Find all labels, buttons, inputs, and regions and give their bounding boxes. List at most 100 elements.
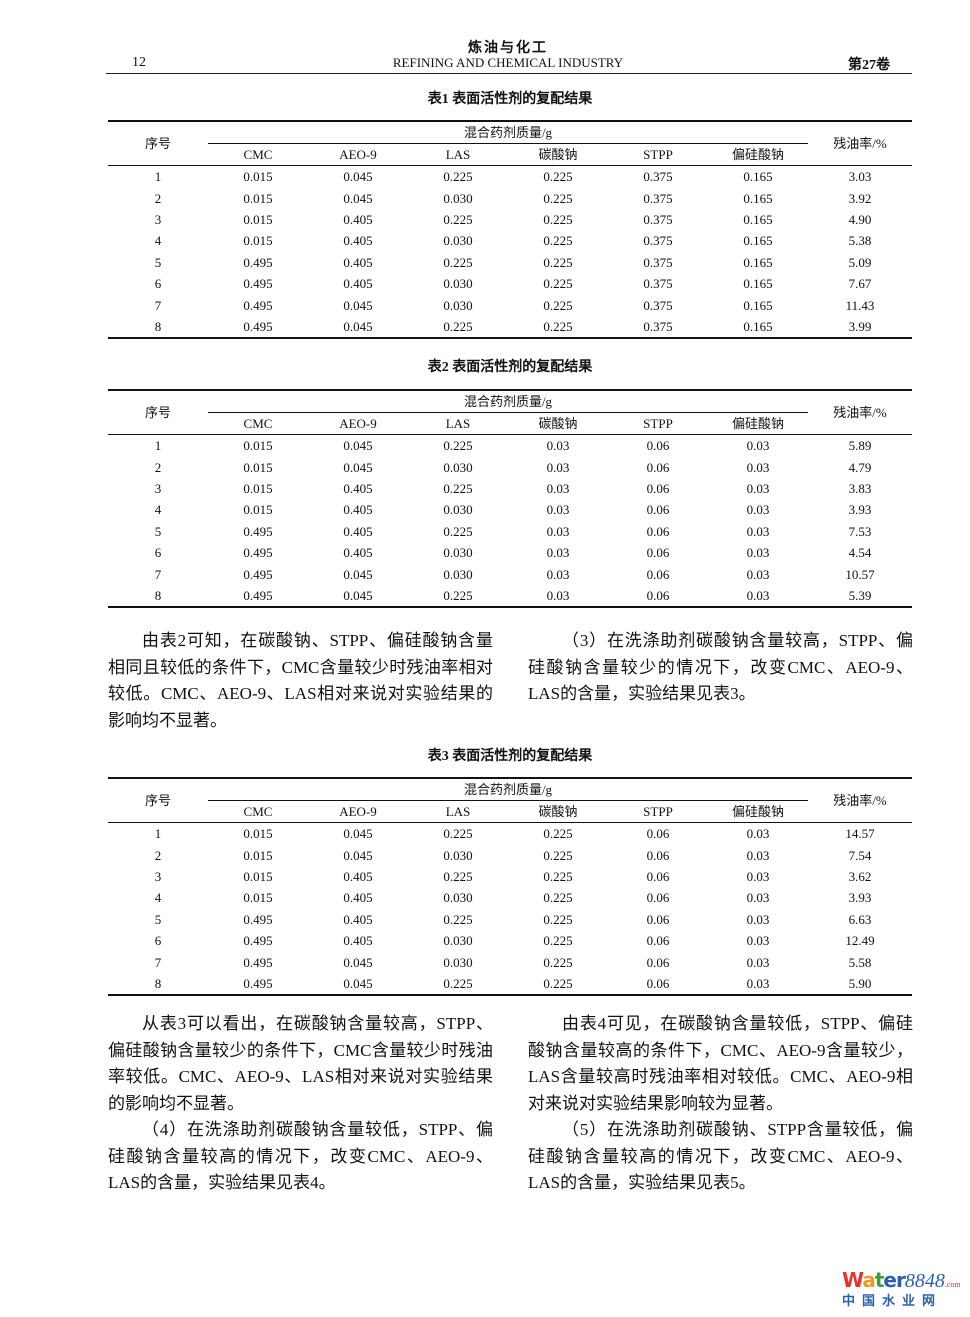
table-cell: 0.03 bbox=[546, 459, 570, 475]
table-cell: 3.93 bbox=[848, 502, 872, 518]
table-2: 序号 混合药剂质量/g 残油率/% CMC AEO-9 LAS 碳酸钠 STPP 偏硅酸钠 1 0.… bbox=[108, 389, 912, 609]
table-cell: 0.03 bbox=[546, 566, 570, 582]
table-cell: 0.03 bbox=[746, 826, 770, 842]
table-cell: 0.165 bbox=[743, 276, 773, 292]
table-row: 4 0.015 0.405 0.030 0.225 0.375 0.165 5.38 bbox=[108, 230, 912, 251]
header-group: 混合药剂质量/g bbox=[208, 778, 808, 801]
table-cell: 7 bbox=[154, 566, 162, 582]
table-cell: 0.045 bbox=[343, 318, 373, 334]
table-cell: 0.165 bbox=[743, 169, 773, 185]
table-cell: 2 bbox=[154, 847, 162, 863]
table-cell: 8 bbox=[154, 587, 162, 603]
table-cell: 0.06 bbox=[646, 480, 670, 496]
table-cell: 7 bbox=[154, 954, 162, 970]
table-cell: 0.03 bbox=[546, 502, 570, 518]
table-cell: 0.015 bbox=[243, 890, 273, 906]
table-cell: 10.57 bbox=[845, 566, 875, 582]
table-cell: 0.03 bbox=[746, 480, 770, 496]
table-cell: 0.03 bbox=[746, 545, 770, 561]
table-cell: 0.225 bbox=[443, 523, 473, 539]
table-row: 7 0.495 0.045 0.030 0.225 0.06 0.03 5.58 bbox=[108, 951, 912, 972]
table-3-caption: 表3 表面活性剂的复配结果 bbox=[427, 749, 593, 764]
table-cell: 0.03 bbox=[746, 954, 770, 970]
table-cell: 0.495 bbox=[243, 523, 273, 539]
table-cell: 5 bbox=[154, 523, 162, 539]
table-cell: 0.045 bbox=[343, 459, 373, 475]
table-cell: 0.225 bbox=[543, 276, 573, 292]
table-cell: 6.63 bbox=[848, 911, 872, 927]
table-cell: 4 bbox=[154, 502, 162, 518]
header-component: AEO-9 bbox=[308, 143, 408, 166]
logo-letter: W bbox=[842, 1268, 863, 1292]
table-cell: 1 bbox=[154, 826, 162, 842]
table-cell: 0.045 bbox=[343, 975, 373, 991]
table-cell: 0.495 bbox=[243, 545, 273, 561]
table-cell: 2 bbox=[154, 190, 162, 206]
table-cell: 0.495 bbox=[243, 297, 273, 313]
table-cell: 0.015 bbox=[243, 480, 273, 496]
header-group: 混合药剂质量/g bbox=[208, 121, 808, 144]
table-cell: 5 bbox=[154, 254, 162, 270]
table-cell: 0.225 bbox=[543, 890, 573, 906]
table-cell: 0.045 bbox=[343, 847, 373, 863]
table-cell: 0.03 bbox=[746, 502, 770, 518]
table-cell: 0.405 bbox=[343, 523, 373, 539]
table-cell: 0.375 bbox=[643, 254, 673, 270]
table-cell: 0.030 bbox=[443, 954, 473, 970]
table-cell: 0.225 bbox=[443, 911, 473, 927]
table-cell: 0.225 bbox=[543, 254, 573, 270]
table-cell: 0.06 bbox=[646, 954, 670, 970]
table-row: 7 0.495 0.045 0.030 0.225 0.375 0.165 11.43 bbox=[108, 294, 912, 315]
table-cell: 0.030 bbox=[443, 545, 473, 561]
table-cell: 0.165 bbox=[743, 190, 773, 206]
table-cell: 0.225 bbox=[543, 847, 573, 863]
table-cell: 7.53 bbox=[848, 523, 872, 539]
table-cell: 0.015 bbox=[243, 211, 273, 227]
header-component: 偏硅酸钠 bbox=[708, 143, 808, 166]
table-cell: 5.58 bbox=[848, 954, 872, 970]
table-cell: 0.030 bbox=[443, 297, 473, 313]
logo-cn: 中国水业网 bbox=[842, 1294, 943, 1309]
table-cell: 0.015 bbox=[243, 868, 273, 884]
table-cell: 3.92 bbox=[848, 190, 872, 206]
table-cell: 0.225 bbox=[443, 438, 473, 454]
table-cell: 0.405 bbox=[343, 254, 373, 270]
logo-number: 8848 bbox=[904, 1270, 945, 1292]
table-cell: 0.030 bbox=[443, 566, 473, 582]
table-cell: 0.03 bbox=[746, 587, 770, 603]
table-cell: 0.015 bbox=[243, 233, 273, 249]
table-cell: 0.225 bbox=[543, 211, 573, 227]
table-row: 8 0.495 0.045 0.225 0.225 0.375 0.165 3.99 bbox=[108, 316, 912, 338]
table-cell: 0.03 bbox=[746, 459, 770, 475]
table-cell: 0.03 bbox=[546, 480, 570, 496]
table-cell: 0.015 bbox=[243, 459, 273, 475]
table-cell: 0.405 bbox=[343, 933, 373, 949]
table-row: 5 0.495 0.405 0.225 0.225 0.375 0.165 5.09 bbox=[108, 252, 912, 273]
table-cell: 1 bbox=[154, 438, 162, 454]
table-cell: 0.03 bbox=[746, 868, 770, 884]
table-cell: 0.03 bbox=[746, 911, 770, 927]
table-cell: 1 bbox=[154, 169, 162, 185]
logo-letter: t bbox=[874, 1268, 885, 1292]
header-component: 碳酸钠 bbox=[508, 412, 608, 435]
paragraph-text: 从表3可以看出，在碳酸钠含量较高，STPP、偏硅酸钠含量较少的条件下，CMC含量… bbox=[108, 1014, 493, 1113]
table-cell: 3.83 bbox=[848, 480, 872, 496]
watermark-logo: Water8848.com 中国水业网 bbox=[842, 1268, 962, 1309]
table-cell: 3 bbox=[154, 480, 162, 496]
table-cell: 0.495 bbox=[243, 911, 273, 927]
table-1-caption: 表1 表面活性剂的复配结果 bbox=[427, 92, 593, 107]
table-cell: 0.06 bbox=[646, 523, 670, 539]
table-cell: 0.375 bbox=[643, 190, 673, 206]
table-cell: 0.495 bbox=[243, 975, 273, 991]
table-cell: 0.495 bbox=[243, 933, 273, 949]
table-cell: 3 bbox=[154, 211, 162, 227]
table-cell: 0.495 bbox=[243, 318, 273, 334]
table-cell: 0.03 bbox=[546, 545, 570, 561]
logo-letter: r bbox=[896, 1268, 906, 1292]
table-cell: 0.06 bbox=[646, 459, 670, 475]
table-cell: 0.03 bbox=[746, 847, 770, 863]
table-cell: 0.225 bbox=[443, 587, 473, 603]
table-row: 1 0.015 0.045 0.225 0.225 0.06 0.03 14.57 bbox=[108, 823, 912, 845]
table-row: 6 0.495 0.405 0.030 0.03 0.06 0.03 4.54 bbox=[108, 542, 912, 563]
table-cell: 2 bbox=[154, 459, 162, 475]
